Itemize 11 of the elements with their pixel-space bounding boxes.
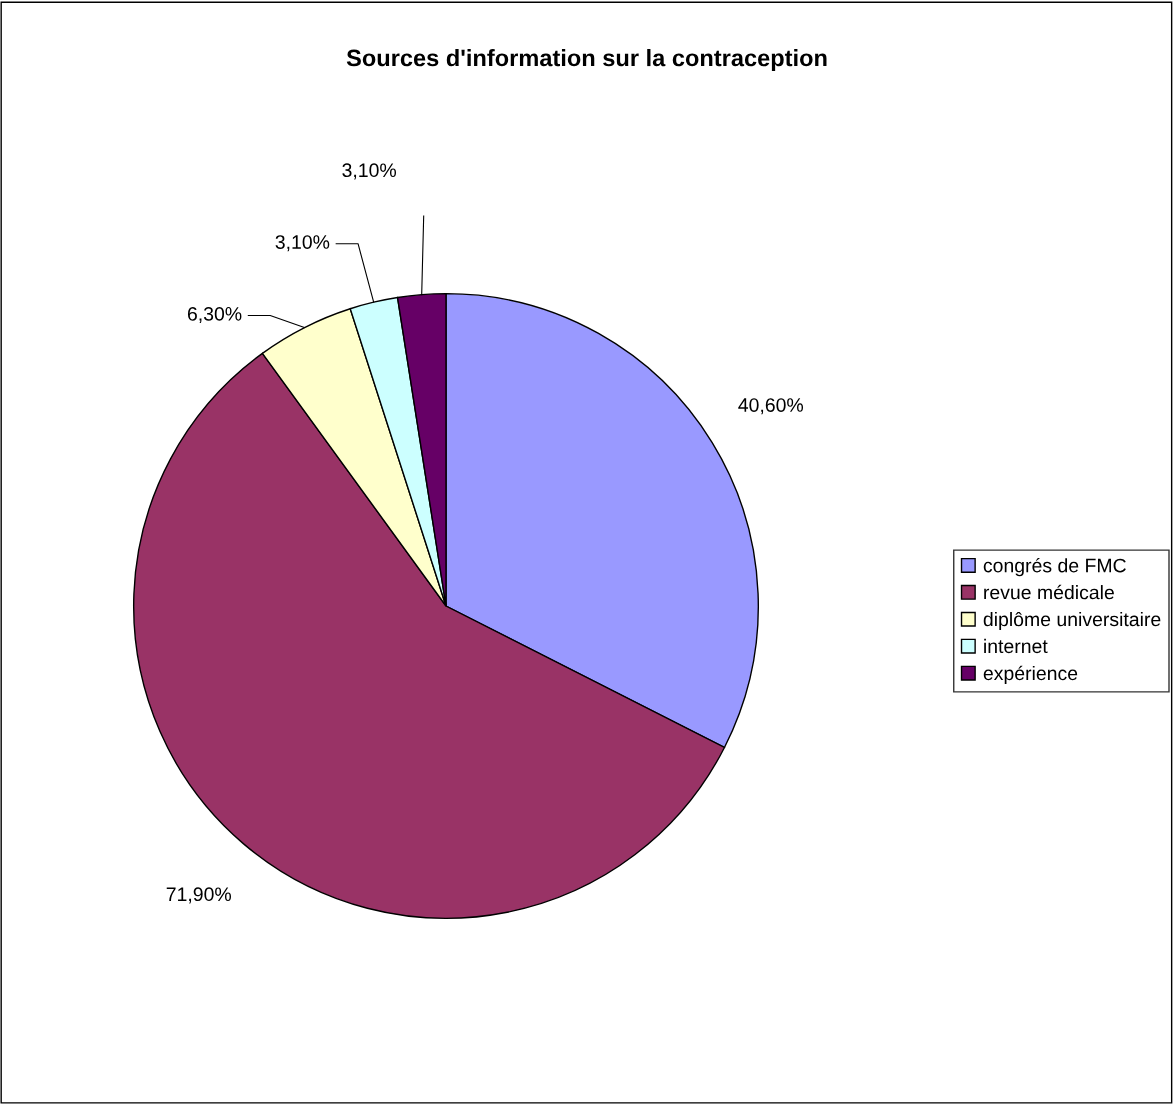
data-label: 6,30%: [187, 306, 242, 324]
legend-label: revue médicale: [984, 584, 1114, 600]
data-label: 71,90%: [166, 887, 232, 904]
data-label: 3,10%: [342, 163, 397, 180]
legend-label: expérience: [983, 665, 1078, 685]
data-label: 40,60%: [738, 398, 804, 415]
legend-label: diplôme universitaire: [983, 611, 1161, 631]
legend-label: internet: [984, 638, 1048, 654]
legend-label: congrés de FMC: [983, 557, 1126, 577]
data-label: 3,10%: [275, 235, 330, 252]
chart-title: Sources d'information sur la contraception: [346, 49, 827, 72]
